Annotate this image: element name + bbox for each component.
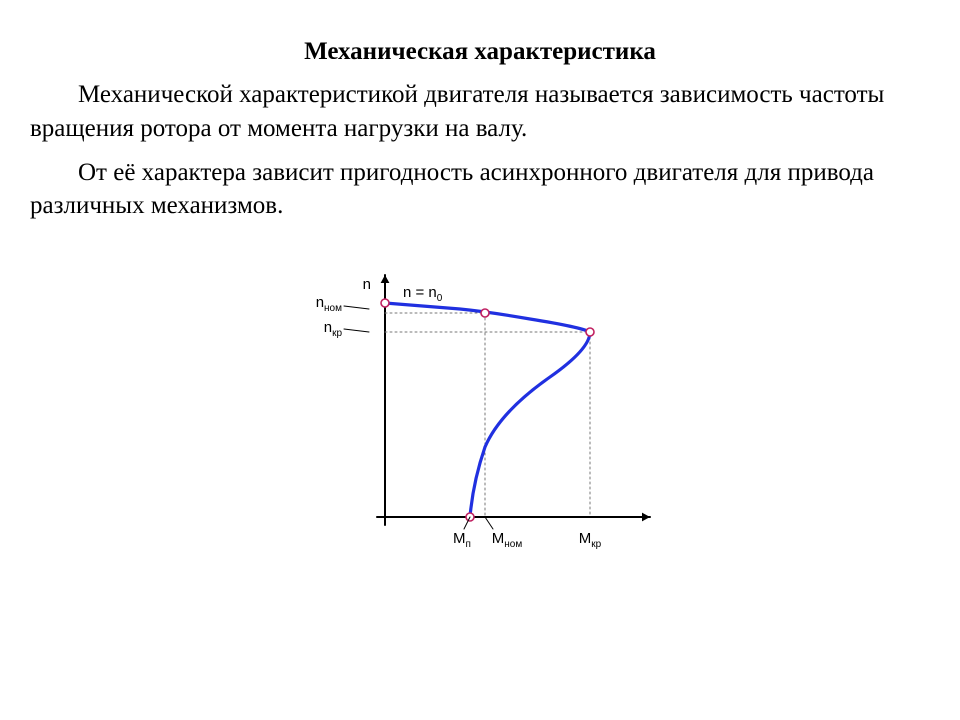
svg-text:nкр: nкр bbox=[324, 319, 343, 339]
page: Механическая характеристика Механической… bbox=[0, 0, 960, 577]
svg-text:nном: nном bbox=[316, 294, 342, 314]
mechanical-characteristic-chart: n n = n0 nном nкр Mп Mном Mкр bbox=[290, 257, 670, 577]
figure-container: n n = n0 nном nкр Mп Mном Mкр bbox=[30, 257, 930, 577]
paragraph-2: От её характера зависит пригодность асин… bbox=[30, 156, 930, 224]
svg-text:n: n bbox=[363, 276, 371, 293]
paragraph-1: Механической характеристикой двигателя н… bbox=[30, 78, 930, 146]
page-title: Механическая характеристика bbox=[30, 38, 930, 66]
svg-text:n = n0: n = n0 bbox=[403, 284, 443, 304]
svg-text:Mп: Mп bbox=[453, 530, 471, 550]
svg-text:Mкр: Mкр bbox=[579, 530, 602, 550]
svg-text:Mном: Mном bbox=[492, 530, 523, 550]
